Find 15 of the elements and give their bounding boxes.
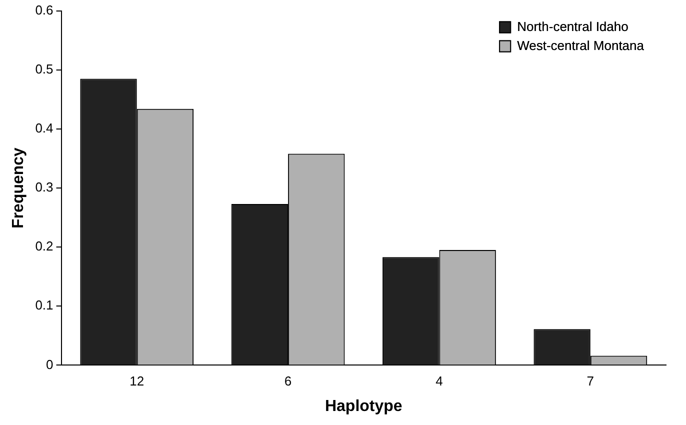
x-axis-title: Haplotype: [324, 398, 402, 415]
y-tick-label: 0.6: [35, 2, 54, 18]
y-axis-title: Frequency: [10, 147, 28, 228]
y-tick-label: 0.5: [35, 61, 54, 76]
legend-label: North-central Idaho: [517, 18, 628, 34]
y-tick-label: 0.4: [35, 120, 54, 136]
legend-label: West-central Montana: [517, 38, 645, 53]
x-tick-label: 7: [586, 374, 594, 389]
y-tick-label: 0: [46, 356, 54, 372]
x-tick-label: 12: [130, 374, 144, 389]
y-tick-label: 0.3: [35, 180, 54, 195]
x-tick-label: 6: [284, 374, 292, 389]
x-tick-label: 4: [436, 374, 443, 389]
y-tick-label: 0.1: [35, 298, 54, 313]
y-tick-label: 0.2: [35, 238, 54, 254]
